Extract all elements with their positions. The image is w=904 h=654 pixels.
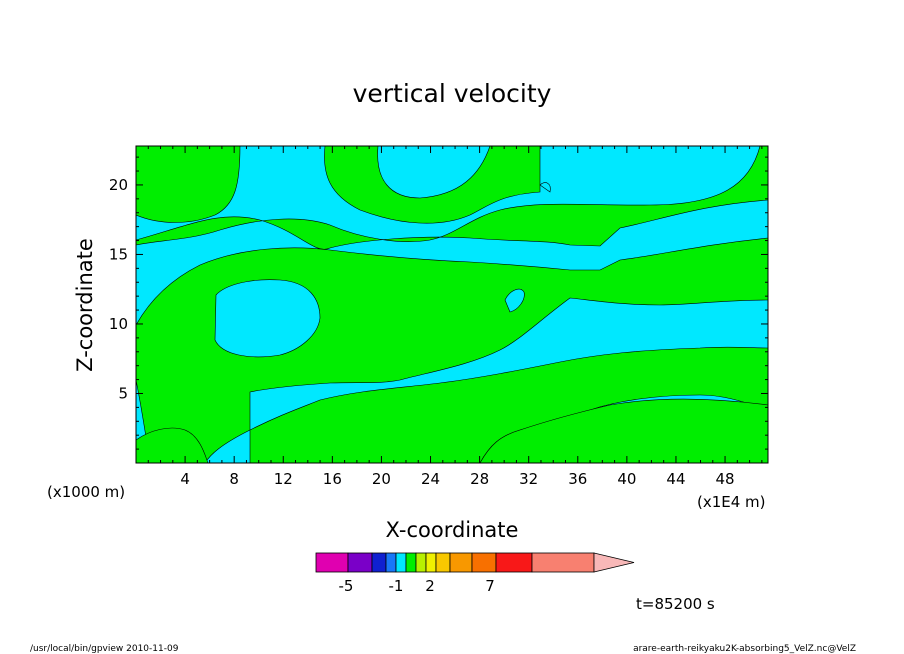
plot-area <box>136 146 768 463</box>
colorbar-segment <box>425 552 437 573</box>
colorbar-extend-arrow <box>593 552 635 573</box>
colorbar-tick-labels: -5 -1 2 7 <box>339 577 495 595</box>
x-tick-label: 12 <box>274 470 293 488</box>
colorbar-segment <box>385 552 397 573</box>
colorbar-segment <box>315 552 349 573</box>
positive-regions <box>136 146 768 463</box>
colorbar-segment <box>415 552 427 573</box>
colorbar-segment <box>395 552 407 573</box>
negative-region <box>214 279 321 358</box>
positive-region <box>479 398 768 463</box>
x-tick-label: 28 <box>470 470 489 488</box>
x-tick-label: 48 <box>716 470 735 488</box>
y-tick-label: 5 <box>118 384 128 402</box>
chart-title: vertical velocity <box>353 79 552 108</box>
positive-region <box>136 146 241 223</box>
x-tick-label: 40 <box>617 470 636 488</box>
x-tick-label: 24 <box>421 470 440 488</box>
colorbar-tick-label: 7 <box>485 577 495 595</box>
colorbar-segment <box>471 552 497 573</box>
colorbar-segment <box>495 552 533 573</box>
negative-region <box>539 182 551 193</box>
positive-region <box>136 427 209 463</box>
y-tick-label: 15 <box>109 245 128 263</box>
colorbar-tick-label: -1 <box>389 577 404 595</box>
footer-left: /usr/local/bin/gpview 2010-11-09 <box>30 644 179 654</box>
x-tick-label: 36 <box>568 470 587 488</box>
y-tick-label: 20 <box>109 176 128 194</box>
x-tick-label: 4 <box>180 470 190 488</box>
colorbar-segment <box>405 552 417 573</box>
x-axis-label: X-coordinate <box>386 518 519 542</box>
colorbar-tick-label: 2 <box>425 577 435 595</box>
x-units-label: (x1E4 m) <box>697 493 766 511</box>
footer-right: arare-earth-reikyaku2K-absorbing5_VelZ.n… <box>633 644 856 654</box>
time-label: t=85200 s <box>636 595 715 613</box>
x-axis: 4 8 12 16 20 24 28 32 36 40 44 48 <box>147 146 763 488</box>
colorbar-segment <box>531 552 595 573</box>
plot-frame <box>135 145 769 464</box>
y-axis-label: Z-coordinate <box>73 238 97 372</box>
x-tick-label: 32 <box>519 470 538 488</box>
x-tick-label: 44 <box>666 470 685 488</box>
y-tick-label: 10 <box>109 315 128 333</box>
negative-region <box>504 288 525 313</box>
x-tick-label: 8 <box>229 470 239 488</box>
colorbar-tick-label: -5 <box>339 577 354 595</box>
colorbar <box>315 552 635 573</box>
colorbar-segment <box>449 552 473 573</box>
positive-region <box>136 146 768 250</box>
colorbar-segment <box>347 552 373 573</box>
colorbar-segment <box>435 552 451 573</box>
positive-region <box>324 146 541 224</box>
colorbar-segment <box>371 552 387 573</box>
y-units-label: (x1000 m) <box>47 483 125 501</box>
x-tick-label: 16 <box>323 470 342 488</box>
y-axis: 5 10 15 20 <box>109 156 768 450</box>
x-tick-label: 20 <box>372 470 391 488</box>
